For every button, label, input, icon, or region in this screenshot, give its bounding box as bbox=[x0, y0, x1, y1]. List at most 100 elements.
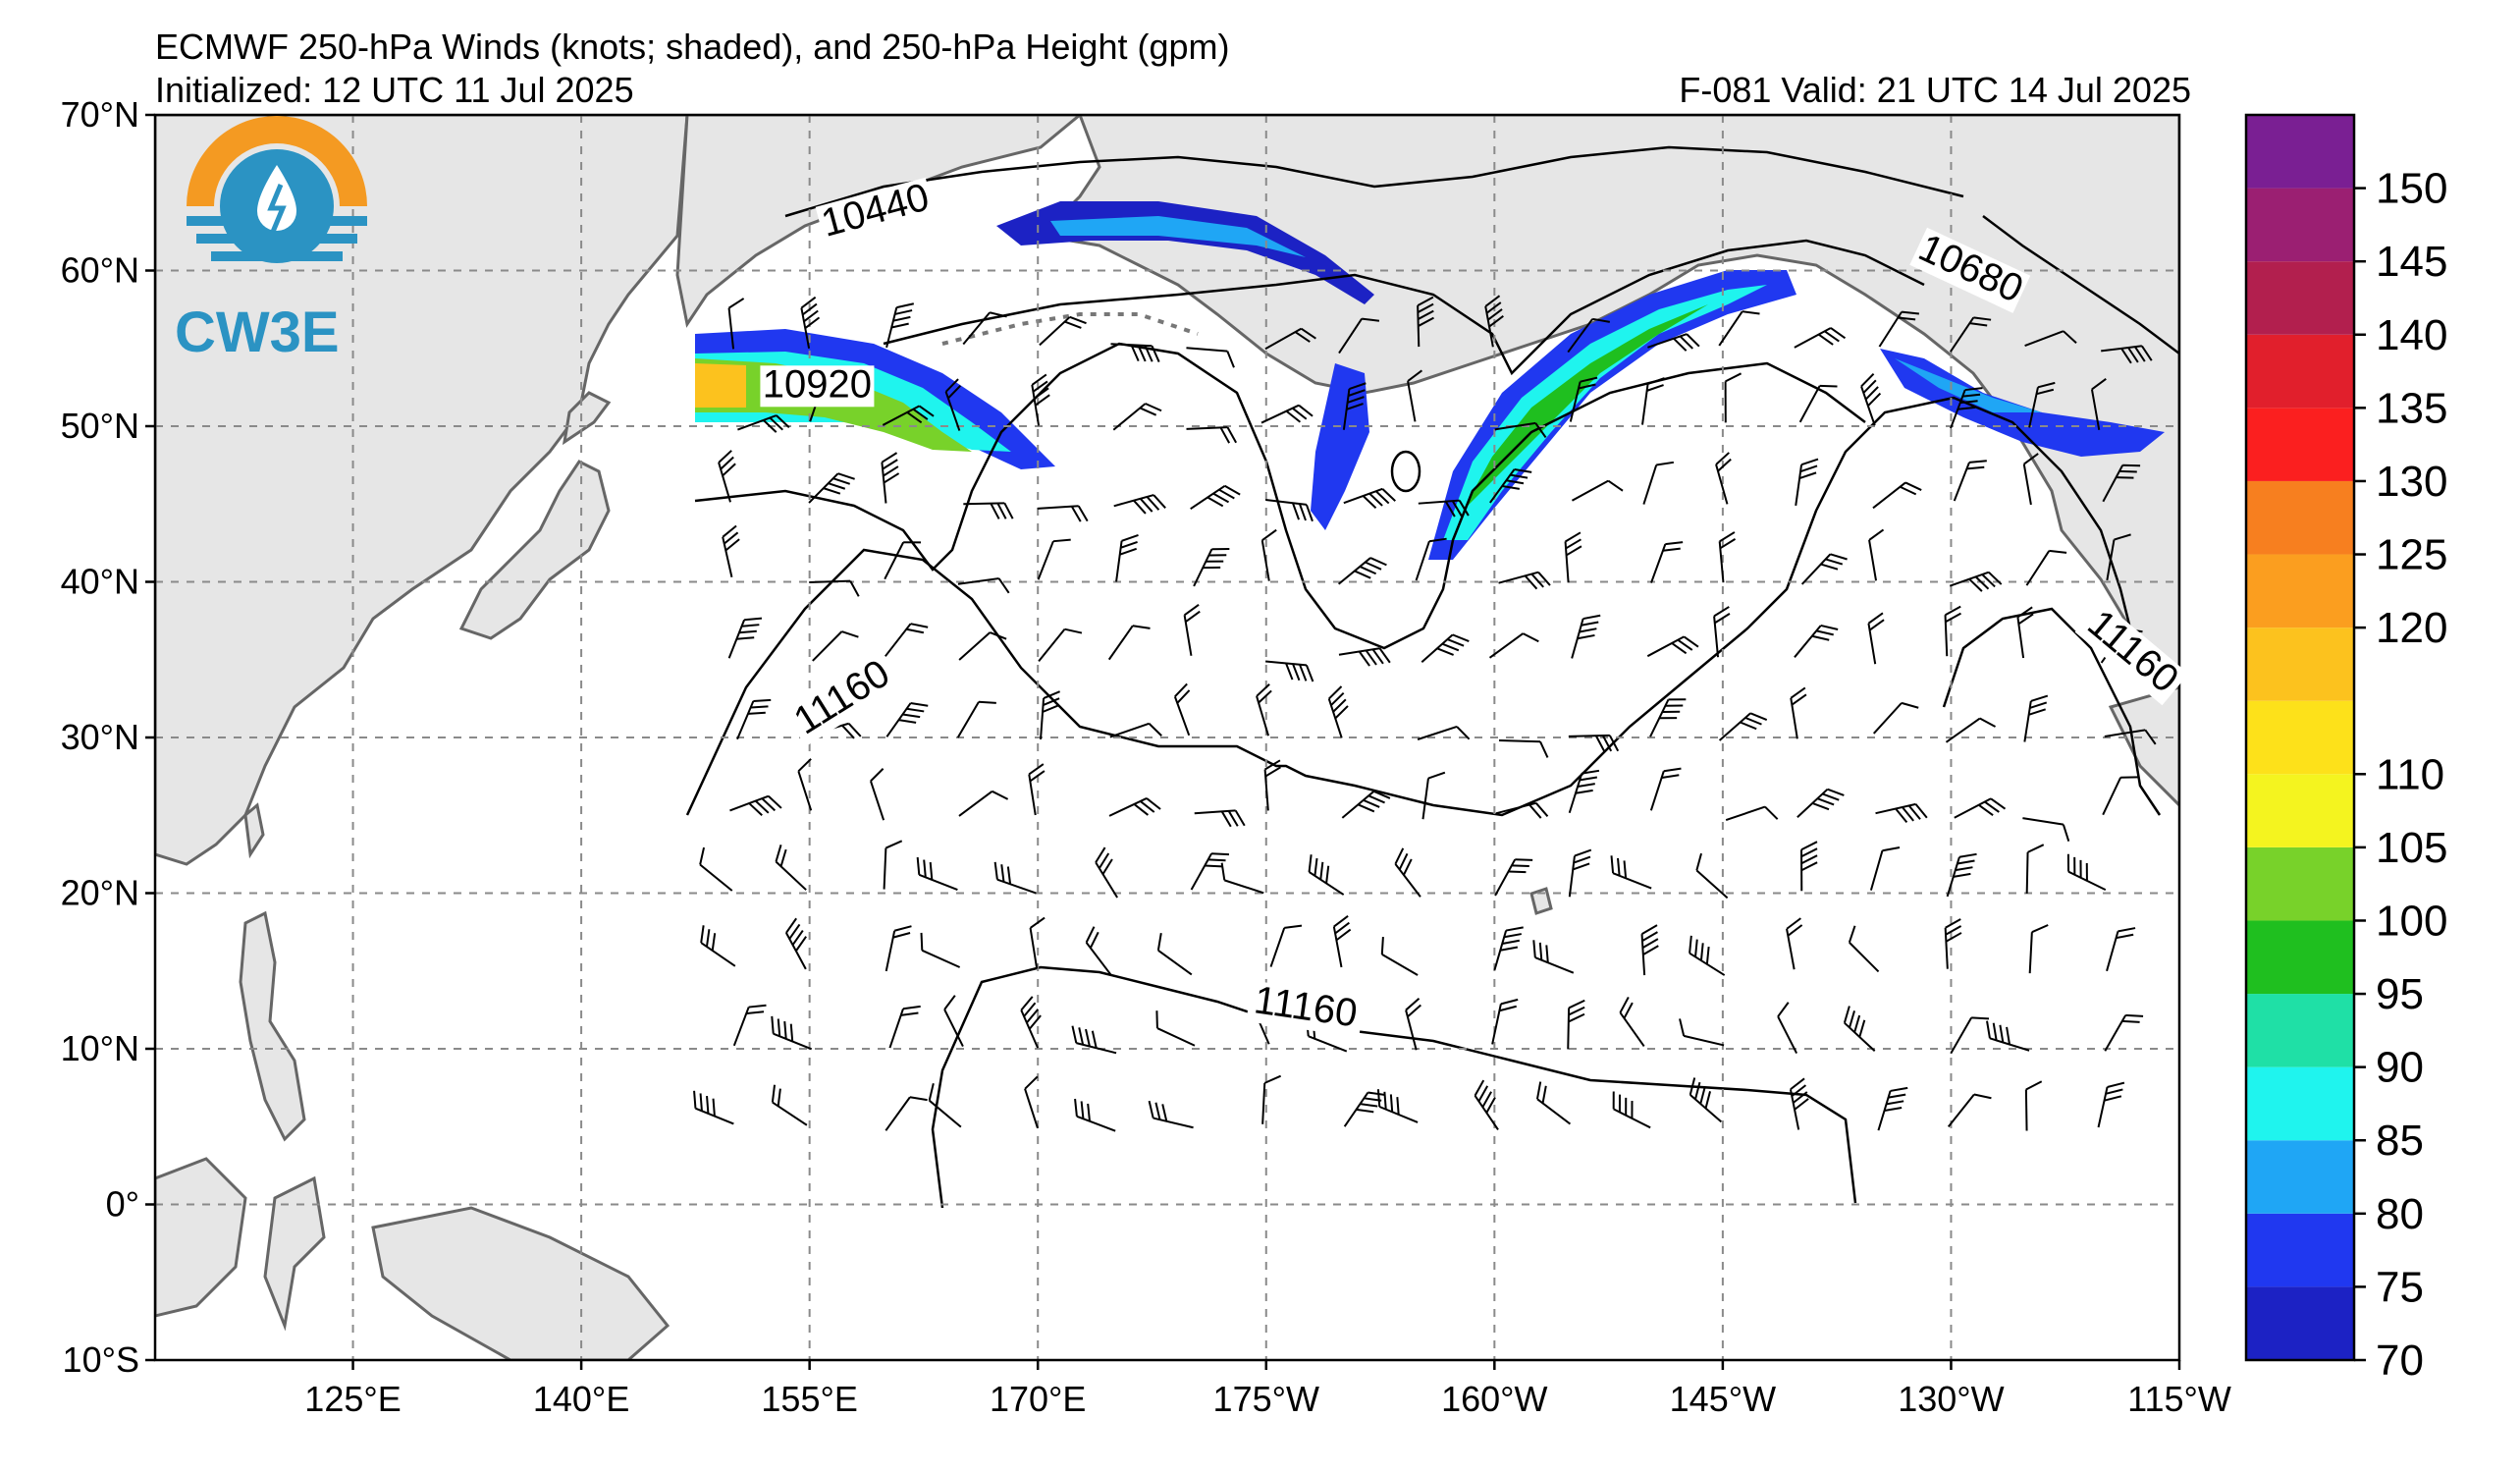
wind-barb bbox=[737, 414, 790, 433]
colorbar-swatch bbox=[2246, 334, 2354, 409]
wind-barb bbox=[1029, 916, 1046, 969]
colorbar-swatch bbox=[2246, 480, 2354, 555]
wind-barb bbox=[1947, 1093, 1992, 1127]
wind-barb bbox=[1028, 763, 1046, 816]
wind-barb bbox=[2106, 533, 2131, 581]
wind-barb bbox=[1796, 788, 1845, 819]
wind-barb bbox=[1649, 767, 1682, 811]
wind-barb bbox=[928, 1083, 962, 1128]
contour-label-bg bbox=[1246, 980, 1366, 1038]
colorbar-swatch bbox=[2246, 774, 2354, 847]
colorbar: 70 75 80 85 90 95 100 105 110 120 125 130 135 140 145 1… bbox=[2244, 113, 2447, 1385]
wind-barb bbox=[1568, 848, 1592, 898]
wind-barb bbox=[1148, 1100, 1194, 1129]
logo-sun-arc bbox=[187, 116, 367, 206]
wind-barb bbox=[1494, 858, 1533, 897]
logo-wave-2 bbox=[196, 234, 357, 244]
wind-barb bbox=[2022, 453, 2039, 506]
wind-barb bbox=[885, 302, 915, 349]
wind-barb bbox=[1261, 1074, 1282, 1124]
philippines-landmass bbox=[239, 910, 306, 1142]
wind-barb bbox=[1220, 862, 1264, 895]
taiwan-landmass bbox=[243, 802, 265, 859]
wind-barb bbox=[1265, 499, 1314, 522]
wind-barb bbox=[958, 790, 1009, 817]
wind-barb bbox=[1724, 372, 1743, 423]
wind-barb bbox=[1875, 802, 1928, 824]
wind-barb bbox=[1619, 996, 1645, 1048]
wind-barb bbox=[1112, 403, 1162, 431]
contour-label: 11160 bbox=[1246, 978, 1366, 1038]
wind-barb bbox=[885, 702, 929, 737]
initialized-time: Initialized: 12 UTC 11 Jul 2025 bbox=[155, 70, 634, 110]
wind-barb bbox=[1156, 932, 1193, 976]
colorbar-label: 135 bbox=[2376, 384, 2447, 432]
wind-barb bbox=[771, 1084, 808, 1126]
wind-barb bbox=[1338, 647, 1391, 667]
wind-barb bbox=[1474, 1079, 1499, 1131]
wind-barb bbox=[1493, 926, 1524, 971]
wind-barb bbox=[1647, 333, 1700, 352]
lat-tick-label: 30°N bbox=[61, 717, 139, 757]
wind-barb bbox=[1186, 426, 1238, 444]
wind-barb bbox=[1343, 487, 1396, 510]
wind-barb bbox=[1338, 317, 1380, 355]
aleutian-islands bbox=[941, 312, 1199, 346]
logo-bolt-icon bbox=[267, 184, 287, 233]
wind-barb bbox=[1640, 924, 1659, 976]
wind-barb bbox=[727, 298, 745, 350]
colorbar-label: 150 bbox=[2376, 165, 2447, 213]
wind-barb bbox=[1071, 1025, 1117, 1055]
wind-barb bbox=[1417, 726, 1471, 740]
wind-barb bbox=[1194, 809, 1246, 828]
contour-label-bg bbox=[760, 365, 875, 408]
wind-barb bbox=[962, 311, 1007, 346]
wind-barb bbox=[882, 405, 935, 426]
lon-tick-label: 170°E bbox=[990, 1379, 1086, 1419]
wind-barb bbox=[1679, 1018, 1725, 1047]
colorbar-swatch bbox=[2246, 188, 2354, 262]
wind-barb bbox=[1113, 494, 1166, 515]
colorbar-label: 145 bbox=[2376, 238, 2447, 286]
wind-barb bbox=[1308, 854, 1345, 896]
wind-barb bbox=[888, 1005, 921, 1049]
colorbar-swatch bbox=[2246, 627, 2354, 701]
wind-barb bbox=[1950, 387, 1983, 429]
lon-tick-label: 155°E bbox=[761, 1379, 857, 1419]
wind-barb bbox=[1718, 712, 1768, 741]
wind-barb bbox=[2106, 927, 2136, 972]
wind-barb bbox=[775, 845, 807, 891]
wind-barb bbox=[1794, 624, 1839, 658]
wind-barb bbox=[1115, 534, 1139, 582]
wind-barb bbox=[693, 1090, 734, 1125]
contour-label-bg bbox=[2074, 600, 2189, 706]
colorbar-swatch bbox=[2246, 920, 2354, 995]
contour-label-text: 10920 bbox=[763, 362, 872, 406]
wind-barb bbox=[1108, 797, 1161, 817]
wind-barb bbox=[993, 861, 1037, 895]
wind-barb bbox=[1945, 717, 1997, 743]
wind-barb bbox=[1031, 373, 1050, 426]
wind-barb bbox=[1950, 1016, 1990, 1055]
contour-label-bg bbox=[783, 651, 902, 747]
japan-landmass bbox=[458, 460, 611, 640]
wind-barb bbox=[1498, 738, 1549, 758]
wind-barb bbox=[722, 524, 740, 577]
wind-barb bbox=[1415, 537, 1447, 581]
wind-barb bbox=[1038, 627, 1083, 662]
map-title: ECMWF 250-hPa Winds (knots; shaded), and… bbox=[155, 27, 1230, 67]
wind-barb bbox=[1535, 1081, 1572, 1125]
wind-barb bbox=[1567, 317, 1611, 354]
wind-barb bbox=[771, 1015, 813, 1051]
wind-barb bbox=[1878, 310, 1919, 348]
colorbar-swatch bbox=[2246, 846, 2354, 921]
colorbar-frame bbox=[2244, 113, 2356, 1362]
wind-barb bbox=[1421, 771, 1446, 820]
wind-barb bbox=[1695, 852, 1729, 900]
wind-barb bbox=[1868, 528, 1885, 581]
wind-barb bbox=[2104, 729, 2157, 745]
wind-barb bbox=[1860, 372, 1882, 426]
wind-barb bbox=[1074, 1098, 1116, 1132]
map-axes: 70°N 60°N 50°N 40°N 30°N 20°N 10°N 0° 10°S 125°E 1… bbox=[61, 94, 2231, 1419]
lat-tick-label: 20°N bbox=[61, 873, 139, 913]
